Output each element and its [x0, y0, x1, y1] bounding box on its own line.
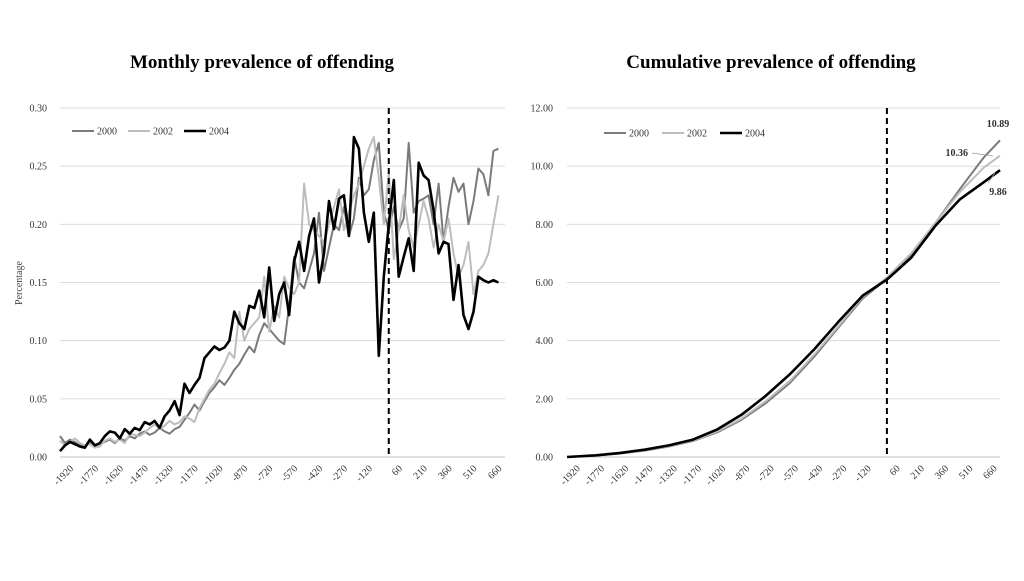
end-value-label: 9.86 — [989, 187, 1007, 198]
x-tick-label: 510 — [957, 463, 975, 481]
legend-label-2004: 2004 — [745, 129, 765, 140]
x-tick-label: -720 — [756, 463, 777, 484]
x-tick-label: 210 — [411, 463, 429, 481]
series-line-2002 — [59, 136, 500, 449]
chart-title: Cumulative prevalence of offending — [626, 52, 916, 73]
y-axis-label: Percentage — [14, 261, 25, 305]
chart-title: Monthly prevalence of offending — [130, 52, 395, 73]
y-tick-label: 0.25 — [30, 162, 48, 173]
legend-label-2002: 2002 — [687, 129, 707, 140]
y-tick-label: 0.00 — [536, 453, 554, 464]
x-tick-label: -1020 — [201, 463, 225, 487]
y-tick-label: 10.00 — [531, 162, 554, 173]
x-tick-label: -270 — [829, 463, 850, 484]
legend-label-2000: 2000 — [97, 127, 117, 138]
x-tick-label: -570 — [279, 463, 300, 484]
x-tick-label: 210 — [909, 463, 927, 481]
x-tick-label: -1470 — [631, 463, 655, 487]
end-value-label: 10.89 — [987, 119, 1010, 130]
y-tick-label: 6.00 — [536, 278, 554, 289]
series-line-2004 — [59, 135, 499, 453]
x-tick-label: 360 — [436, 463, 454, 481]
x-tick-label: -720 — [255, 463, 276, 484]
y-tick-label: 4.00 — [536, 336, 554, 347]
series-line-2002 — [566, 154, 1001, 458]
end-label-leader — [971, 152, 994, 157]
x-tick-label: -1470 — [127, 463, 151, 487]
cumulative-prevalence-chart: Cumulative prevalence of offending 0.00 2.… — [531, 52, 1010, 488]
x-tick-label: -1020 — [704, 463, 728, 487]
x-tick-label: -1170 — [680, 463, 704, 487]
y-tick-label: 0.00 — [30, 453, 48, 464]
x-tick-label: -1770 — [77, 463, 101, 487]
x-tick-label: -1170 — [177, 463, 201, 487]
x-tick-label: -570 — [780, 463, 801, 484]
y-tick-label: 0.10 — [30, 336, 48, 347]
end-value-label: 10.36 — [946, 148, 969, 159]
x-tick-label: 660 — [486, 463, 504, 481]
x-tick-label: -870 — [230, 463, 251, 484]
y-tick-label: 0.15 — [30, 278, 48, 289]
x-tick-label: -120 — [354, 463, 375, 484]
x-tick-label: 60 — [390, 463, 405, 478]
legend-label-2002: 2002 — [153, 127, 173, 138]
x-tick-label: -120 — [853, 463, 874, 484]
x-tick-label: 360 — [933, 463, 951, 481]
x-tick-label: 660 — [981, 463, 999, 481]
y-tick-label: 2.00 — [536, 394, 554, 405]
x-tick-label: -420 — [804, 463, 825, 484]
y-tick-label: 0.30 — [30, 104, 48, 115]
y-tick-label: 0.05 — [30, 394, 48, 405]
series-line-2004 — [566, 169, 1001, 459]
x-tick-label: -1320 — [655, 463, 679, 487]
x-tick-label: -1620 — [607, 463, 631, 487]
x-tick-label: -1620 — [102, 463, 126, 487]
x-tick-label: -870 — [732, 463, 753, 484]
x-tick-label: -1770 — [583, 463, 607, 487]
x-tick-label: -1920 — [559, 463, 583, 487]
monthly-prevalence-chart: Monthly prevalence of offending 0.00 0.05 0… — [14, 52, 505, 488]
x-tick-label: -1320 — [151, 463, 175, 487]
legend-label-2000: 2000 — [629, 129, 649, 140]
x-tick-label: -270 — [329, 463, 350, 484]
x-tick-label: 60 — [888, 463, 903, 478]
y-tick-label: 12.00 — [531, 104, 554, 115]
end-label-leader — [987, 172, 996, 184]
x-tick-label: 510 — [461, 463, 479, 481]
y-tick-label: 0.20 — [30, 220, 48, 231]
series-line-2000 — [59, 141, 499, 448]
x-tick-label: -1920 — [52, 463, 76, 487]
x-tick-label: -420 — [304, 463, 325, 484]
legend-label-2004: 2004 — [209, 127, 229, 138]
series-line-2000 — [566, 139, 1001, 458]
y-tick-label: 8.00 — [536, 220, 554, 231]
